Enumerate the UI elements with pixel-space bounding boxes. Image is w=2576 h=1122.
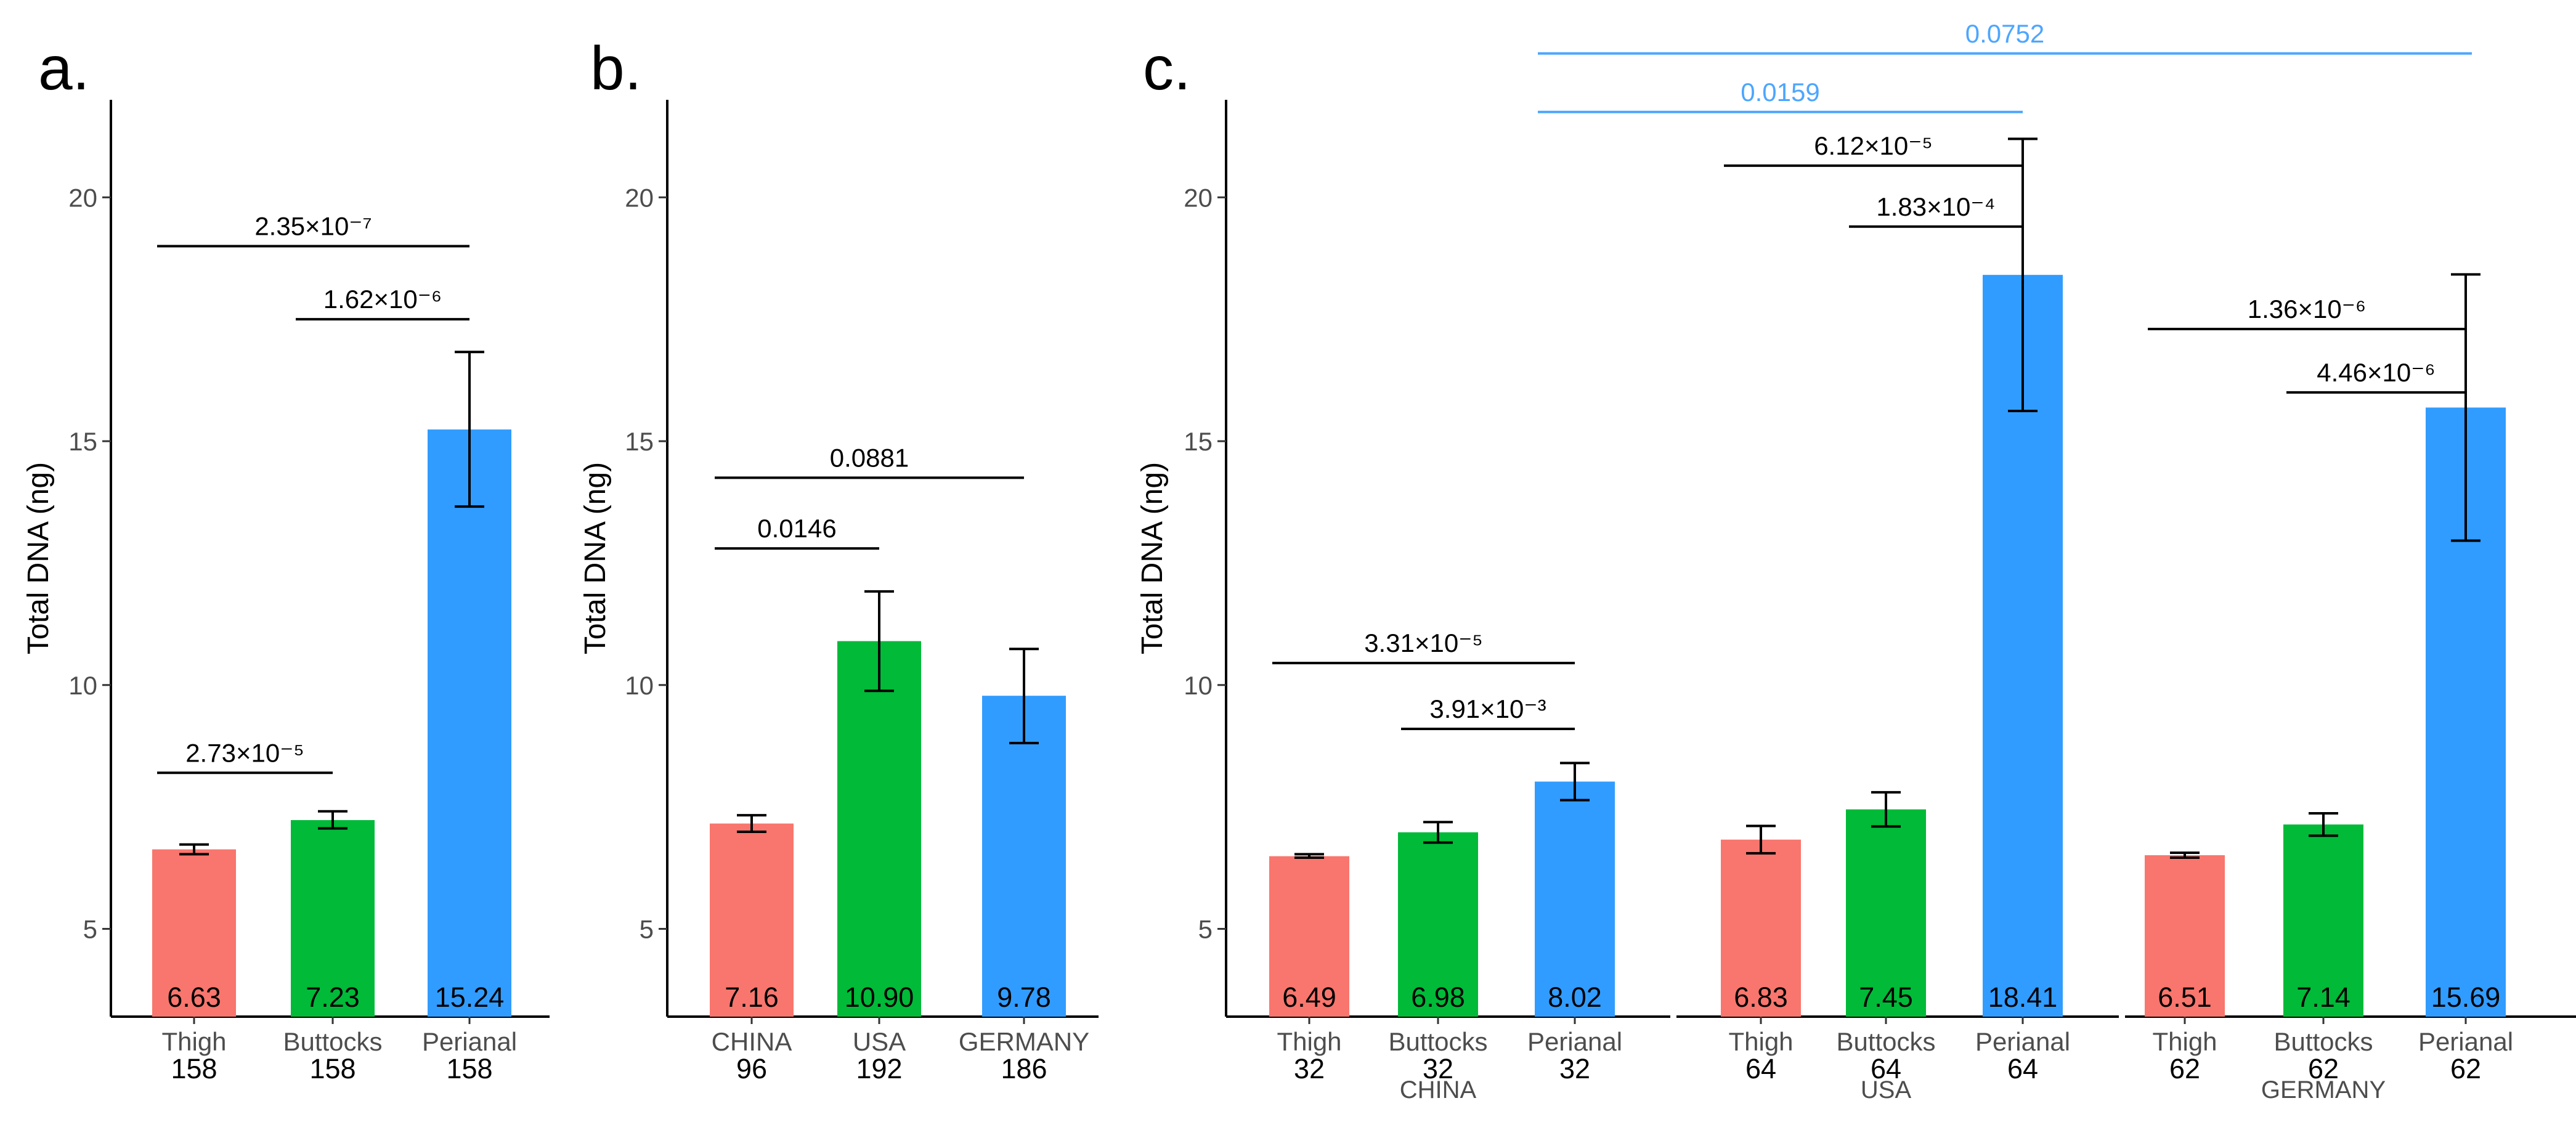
sample-size-label: 64	[2007, 1053, 2038, 1084]
comparison-p-value: 2.73×10⁻⁵	[185, 738, 304, 767]
comparison-p-value: 0.0159	[1741, 78, 1819, 107]
y-axis-label: Total DNA (ng)	[1136, 462, 1169, 654]
x-category-label: Thigh	[2152, 1027, 2217, 1056]
bar-value-label: 7.16	[725, 982, 779, 1013]
comparison-p-value: 1.83×10⁻⁴	[1876, 192, 1995, 221]
bar-value-label: 7.23	[306, 982, 360, 1013]
sample-size-label: 158	[446, 1053, 492, 1084]
panel-3: c.Total DNA (ng)51015206.49Thigh326.98Bu…	[1136, 19, 2576, 1104]
bar	[152, 849, 236, 1017]
bar-value-label: 6.49	[1282, 982, 1336, 1013]
comparison-p-value: 1.62×10⁻⁶	[323, 285, 442, 314]
sample-size-label: 64	[1871, 1053, 1901, 1084]
x-category-label: Perianal	[1975, 1027, 2070, 1056]
panel-letter: a.	[38, 34, 89, 103]
x-category-label: CHINA	[712, 1027, 792, 1056]
bar-value-label: 6.51	[2158, 982, 2212, 1013]
bar	[1398, 832, 1478, 1017]
sample-size-label: 96	[736, 1053, 767, 1084]
y-axis-label: Total DNA (ng)	[22, 462, 55, 654]
bar-value-label: 15.69	[2431, 982, 2501, 1013]
bar	[2283, 824, 2363, 1017]
bar	[2145, 855, 2225, 1017]
bar-value-label: 7.45	[1859, 982, 1913, 1013]
y-tick-label: 10	[625, 671, 654, 700]
bar	[1269, 856, 1349, 1017]
bar	[1721, 839, 1801, 1017]
y-tick-label: 5	[640, 915, 654, 944]
sample-size-label: 62	[2169, 1053, 2200, 1084]
bar	[291, 820, 375, 1017]
x-category-label: Thigh	[1728, 1027, 1793, 1056]
y-tick-label: 20	[1184, 183, 1213, 212]
bar	[1535, 781, 1615, 1017]
y-tick-label: 20	[68, 183, 97, 212]
comparison-p-value: 2.35×10⁻⁷	[254, 211, 372, 240]
panel-letter: b.	[590, 34, 641, 103]
panel-1: a.Total DNA (ng)51015206.63Thigh1587.23B…	[22, 34, 550, 1084]
y-tick-label: 5	[83, 915, 97, 944]
sample-size-label: 62	[2450, 1053, 2481, 1084]
x-category-label: Buttocks	[1836, 1027, 1935, 1056]
y-tick-label: 15	[68, 427, 97, 456]
x-category-label: GERMANY	[959, 1027, 1089, 1056]
x-category-label: Thigh	[161, 1027, 226, 1056]
x-category-label: Thigh	[1277, 1027, 1341, 1056]
x-category-label: Perianal	[2418, 1027, 2513, 1056]
sample-size-label: 32	[1423, 1053, 1453, 1084]
sample-size-label: 64	[1745, 1053, 1776, 1084]
sample-size-label: 158	[309, 1053, 356, 1084]
sample-size-label: 32	[1294, 1053, 1325, 1084]
x-category-label: Buttocks	[2273, 1027, 2373, 1056]
bar	[1846, 809, 1926, 1017]
bar-value-label: 15.24	[435, 982, 505, 1013]
bar	[428, 429, 511, 1017]
bar	[837, 641, 921, 1017]
y-tick-label: 10	[68, 671, 97, 700]
comparison-p-value: 3.91×10⁻³	[1429, 694, 1546, 723]
bar-value-label: 18.41	[1988, 982, 2058, 1013]
group-label: CHINA	[1400, 1076, 1477, 1104]
x-category-label: USA	[853, 1027, 906, 1056]
y-tick-label: 20	[625, 183, 654, 212]
y-tick-label: 15	[1184, 427, 1213, 456]
x-category-label: Perianal	[422, 1027, 517, 1056]
y-tick-label: 15	[625, 427, 654, 456]
comparison-p-value: 3.31×10⁻⁵	[1364, 628, 1483, 657]
bar-value-label: 7.14	[2296, 982, 2350, 1013]
sample-size-label: 186	[1001, 1053, 1047, 1084]
panel-letter: c.	[1143, 34, 1191, 103]
y-tick-label: 5	[1198, 915, 1213, 944]
bar	[982, 696, 1066, 1017]
sample-size-label: 192	[856, 1053, 902, 1084]
comparison-p-value: 0.0881	[830, 443, 909, 472]
comparison-p-value: 0.0146	[757, 514, 836, 543]
bar-value-label: 9.78	[997, 982, 1051, 1013]
bar-value-label: 6.83	[1734, 982, 1788, 1013]
group-label: USA	[1861, 1076, 1912, 1104]
x-category-label: Buttocks	[1388, 1027, 1487, 1056]
comparison-p-value: 0.0752	[1965, 19, 2044, 48]
sample-size-label: 158	[171, 1053, 217, 1084]
bar-value-label: 6.63	[167, 982, 221, 1013]
comparison-p-value: 4.46×10⁻⁶	[2317, 358, 2435, 387]
x-category-label: Buttocks	[283, 1027, 382, 1056]
bar	[710, 823, 794, 1017]
bar-value-label: 6.98	[1411, 982, 1465, 1013]
bar-value-label: 8.02	[1548, 982, 1602, 1013]
sample-size-label: 32	[1559, 1053, 1590, 1084]
y-axis-label: Total DNA (ng)	[579, 462, 612, 654]
y-tick-label: 10	[1184, 671, 1213, 700]
sample-size-label: 62	[2308, 1053, 2339, 1084]
comparison-p-value: 1.36×10⁻⁶	[2248, 295, 2366, 323]
x-category-label: Perianal	[1527, 1027, 1622, 1056]
bar-value-label: 10.90	[845, 982, 914, 1013]
group-label: GERMANY	[2261, 1076, 2386, 1104]
comparison-p-value: 6.12×10⁻⁵	[1814, 131, 1933, 160]
